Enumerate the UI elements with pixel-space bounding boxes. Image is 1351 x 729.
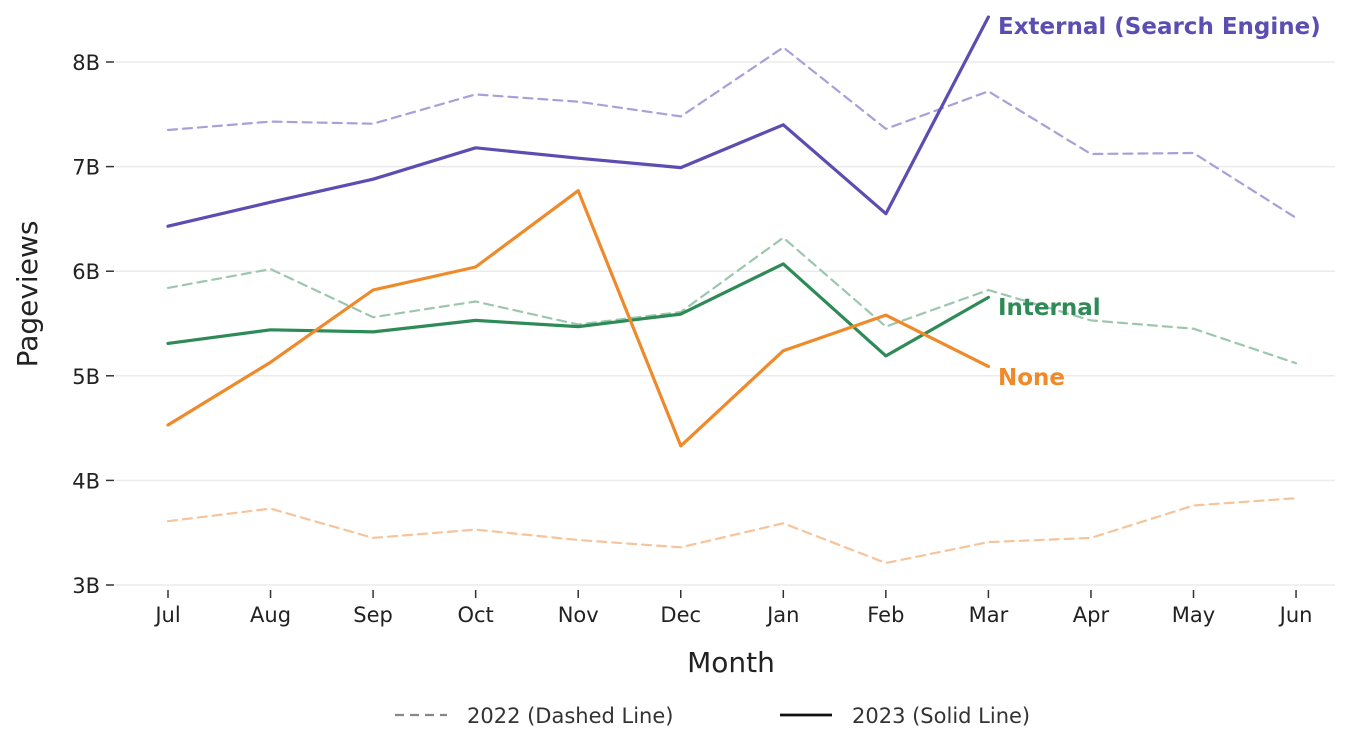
x-tick-label: Oct: [457, 603, 493, 627]
grid-lines: [115, 61, 1335, 586]
series-label-external-search-engine: External (Search Engine): [998, 14, 1321, 40]
legend: 2022 (Dashed Line) 2023 (Solid Line): [395, 704, 1030, 728]
x-axis: Jul Aug Sep Oct Nov Dec Jan Feb Mar Apr May Jun: [153, 590, 1312, 627]
series-lines: [166, 15, 1298, 565]
x-tick-label: Sep: [353, 603, 393, 627]
series-line-internal-2022: [166, 236, 1298, 365]
x-tick-label: Feb: [867, 603, 904, 627]
series-label-none: None: [998, 365, 1065, 391]
x-tick-label: Aug: [250, 603, 291, 627]
legend-label: 2023 (Solid Line): [852, 704, 1030, 728]
x-tick-label: Dec: [660, 603, 701, 627]
x-tick-label: Jan: [765, 603, 799, 627]
series-labels: External (Search Engine) Internal None: [998, 14, 1321, 391]
y-tick-label: 5B: [72, 365, 100, 389]
series-line-none-2022: [166, 497, 1298, 565]
series-line-external-search-engine-2023: [166, 15, 991, 228]
x-tick-label: Mar: [969, 603, 1009, 627]
y-tick-label: 4B: [72, 469, 100, 493]
x-tick-label: Jul: [153, 603, 180, 627]
y-tick-label: 7B: [72, 156, 100, 180]
legend-label: 2022 (Dashed Line): [467, 704, 673, 728]
y-tick-label: 8B: [72, 51, 100, 75]
y-tick-label: 3B: [72, 574, 100, 598]
y-tick-label: 6B: [72, 260, 100, 284]
x-tick-label: Jun: [1278, 603, 1313, 627]
x-tick-label: May: [1172, 603, 1215, 627]
y-axis-title: Pageviews: [11, 221, 44, 368]
x-tick-label: Apr: [1073, 603, 1110, 627]
series-line-internal-2023: [166, 262, 991, 358]
series-label-internal: Internal: [998, 295, 1101, 321]
x-tick-label: Nov: [558, 603, 599, 627]
x-axis-title: Month: [687, 646, 775, 679]
series-line-none-2023: [166, 189, 991, 448]
series-line-external-search-engine-2022: [166, 46, 1298, 219]
y-axis: 3B 4B 5B 6B 7B 8B: [72, 51, 114, 598]
